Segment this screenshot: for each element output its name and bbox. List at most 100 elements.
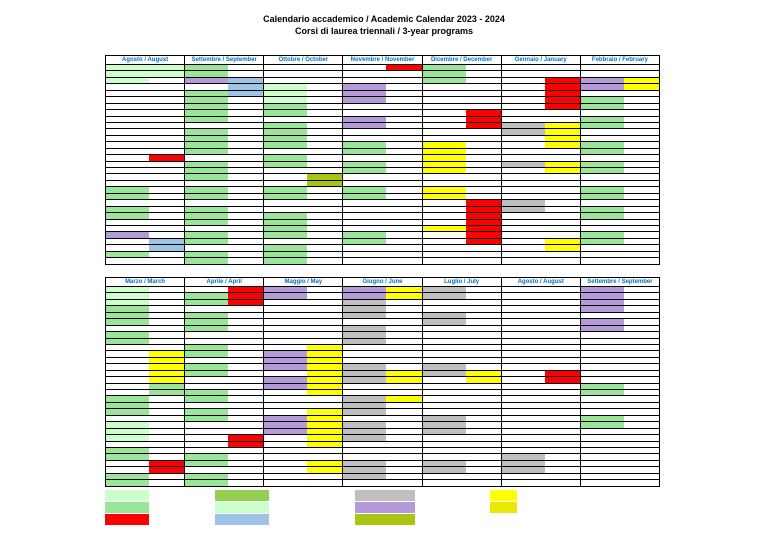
day-cell-left [343, 402, 387, 409]
calendar-day-cell [106, 364, 185, 371]
day-cell-left [343, 213, 386, 218]
calendar-day-cell [106, 226, 185, 233]
calendar-day-cell [264, 383, 343, 390]
day-cell-left [502, 396, 545, 401]
day-cell-left [343, 200, 386, 205]
day-cell-left [502, 345, 545, 350]
day-cell-left [106, 181, 149, 186]
day-cell-right [624, 332, 659, 337]
day-cell-left [185, 377, 228, 382]
calendar-day-cell [264, 332, 343, 339]
calendar-day-cell [106, 155, 185, 162]
day-cell-right [545, 71, 580, 76]
day-cell-left [423, 435, 466, 440]
day-cell-left [502, 213, 545, 218]
day-cell-left [580, 148, 624, 155]
calendar-day-cell [264, 441, 343, 448]
day-cell-right [149, 181, 184, 186]
day-cell-left [423, 123, 466, 128]
day-cell-right [466, 168, 501, 173]
calendar-day-cell [264, 344, 343, 352]
day-cell-right [466, 258, 501, 263]
day-cell-left [422, 77, 466, 84]
calendar-day-cell [501, 377, 580, 384]
day-cell-right [624, 187, 659, 192]
day-cell-right [624, 142, 659, 147]
day-cell-left [423, 300, 466, 305]
day-cell-left [423, 232, 466, 237]
day-cell-left [422, 460, 466, 467]
calendar-day-cell [106, 345, 185, 352]
day-cell-left [185, 129, 229, 135]
day-cell-right [466, 129, 501, 134]
calendar-day-cell [185, 193, 264, 201]
calendar-day-cell [185, 415, 264, 423]
calendar-day-cell [422, 84, 501, 91]
day-cell-left [422, 168, 466, 174]
day-cell-right [386, 416, 421, 421]
day-cell-right [624, 461, 659, 466]
day-cell-right [386, 429, 421, 434]
day-cell-left [106, 129, 149, 134]
day-cell-right [307, 187, 342, 192]
calendar-day-cell [106, 480, 184, 486]
day-cell-left [343, 78, 386, 83]
day-cell-right [149, 110, 184, 115]
calendar-day-cell [580, 345, 659, 352]
calendar-day-cell [422, 403, 501, 410]
calendar-day-cell [185, 219, 264, 226]
day-cell-right [624, 467, 659, 472]
day-cell-left [106, 447, 149, 454]
day-cell-right [624, 300, 659, 305]
day-cell-right [307, 117, 342, 122]
title-line-1: Calendario accademico / Academic Calenda… [263, 14, 505, 24]
calendar-day-cell [422, 136, 501, 143]
calendar-day-cell [580, 474, 659, 481]
calendar-day-cell [422, 428, 501, 436]
calendar-day-cell [185, 306, 264, 313]
day-cell-left [501, 200, 545, 206]
day-cell-left [423, 129, 466, 134]
calendar-day-cell [185, 213, 264, 220]
day-cell-left [581, 351, 624, 356]
calendar-day-cell [106, 460, 185, 468]
day-cell-right [386, 293, 422, 299]
calendar-day-cell [580, 65, 659, 72]
day-cell-right [624, 313, 659, 318]
day-cell-right [545, 187, 580, 192]
day-cell-left [343, 287, 387, 293]
day-cell-left [264, 326, 307, 331]
day-cell-left [581, 65, 624, 70]
calendar-day-cell [422, 181, 501, 188]
month-column: Dicembre / December [422, 56, 502, 264]
month-header: Luglio / July [422, 278, 501, 287]
day-cell-right [466, 416, 501, 421]
month-column: Aprile / April [185, 278, 265, 486]
day-cell-left [502, 474, 545, 479]
day-cell-left [343, 252, 386, 257]
day-cell-right [545, 110, 580, 115]
calendar-day-cell [422, 97, 501, 104]
day-cell-left [264, 213, 308, 219]
day-cell-right [228, 339, 263, 344]
calendar-day-cell [343, 232, 422, 239]
calendar-day-cell [264, 428, 343, 436]
day-cell-left [106, 193, 149, 200]
day-cell-right [544, 168, 580, 174]
day-cell-right [624, 252, 659, 257]
calendar-day-cell [580, 136, 659, 143]
day-cell-left [580, 319, 624, 325]
month-header: Marzo / March [106, 278, 185, 287]
day-cell-left [264, 371, 307, 376]
day-cell-right [624, 226, 659, 231]
day-cell-right [307, 110, 342, 115]
day-cell-left [106, 142, 149, 147]
calendar-day-cell [343, 97, 422, 104]
day-cell-left [580, 168, 624, 174]
day-cell-left [106, 168, 149, 173]
calendar-day-cell [422, 104, 501, 111]
day-cell-right [228, 220, 263, 225]
day-cell-left [264, 78, 307, 83]
calendar-day-cell [185, 332, 264, 339]
calendar-day-cell [343, 384, 422, 390]
